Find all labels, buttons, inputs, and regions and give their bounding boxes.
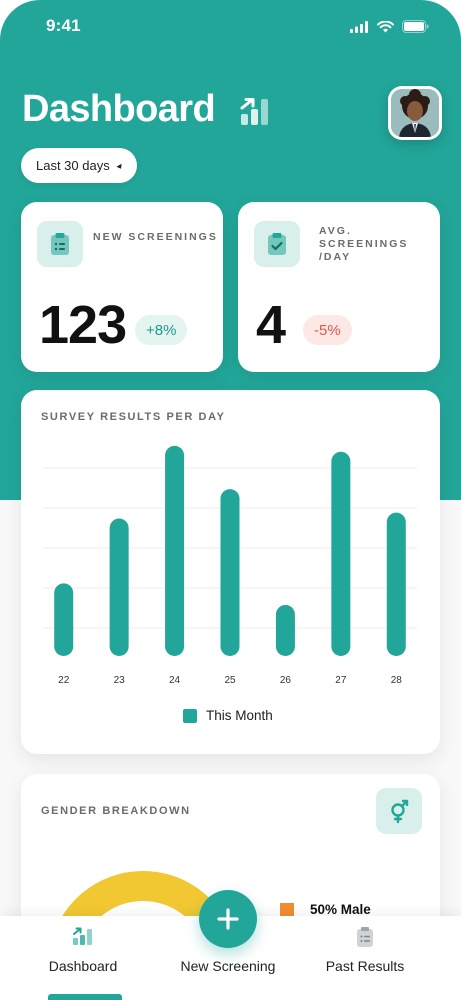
page-title: Dashboard: [22, 88, 216, 130]
status-icons: [350, 20, 429, 33]
survey-results-chart-card: SURVEY RESULTS PER DAY 22 23 24 25 26 27 28 Th…: [21, 390, 440, 754]
stat-change-badge: +8%: [135, 315, 188, 345]
gender-legend: 50% Male: [280, 902, 371, 917]
chart-legend: This Month: [183, 708, 273, 723]
chart-bar[interactable]: [331, 451, 351, 656]
chevron-down-icon: [116, 163, 124, 171]
avatar[interactable]: [388, 86, 442, 140]
signal-icon: [350, 20, 368, 33]
chart-bar[interactable]: [109, 518, 129, 656]
x-tick-label: 25: [224, 675, 236, 686]
chart-title: SURVEY RESULTS PER DAY: [41, 411, 226, 423]
chart-bar[interactable]: [165, 445, 185, 656]
status-time: 9:41: [46, 16, 81, 35]
stat-card-new-screenings[interactable]: New Screenings 123 +8%: [21, 202, 223, 372]
clipboard-list-icon: [51, 233, 69, 255]
chart-bar[interactable]: [220, 489, 240, 656]
active-nav-indicator: [48, 994, 122, 1000]
gender-legend-label: 50% Male: [310, 902, 371, 917]
bar-chart-growth-icon: [240, 98, 268, 125]
new-screening-button[interactable]: [199, 890, 257, 948]
gender-icon-button[interactable]: [376, 788, 422, 834]
stat-label: New Screenings: [93, 231, 218, 243]
nav-item-past-results[interactable]: Past Results: [295, 916, 435, 1000]
x-tick-label: 24: [169, 675, 181, 686]
date-range-select[interactable]: Last 30 days: [21, 148, 137, 183]
nav-label: Past Results: [325, 958, 405, 974]
gender-title: GENDER BREAKDOWN: [41, 805, 191, 817]
x-tick-label: 23: [114, 675, 126, 686]
status-bar: 9:41: [0, 0, 461, 54]
nav-item-new-screening[interactable]: New Screening: [158, 916, 298, 1000]
legend-swatch: [280, 902, 294, 917]
stat-card-avg-screenings[interactable]: Avg. Screenings /Day 4 -5%: [238, 202, 440, 372]
chart-bar[interactable]: [275, 604, 295, 656]
chart-bar[interactable]: [386, 512, 406, 656]
stat-value: 123: [39, 295, 127, 355]
legend-swatch: [183, 708, 197, 723]
plus-icon: [217, 908, 239, 930]
chart-bar[interactable]: [54, 583, 74, 656]
x-tick-label: 28: [391, 675, 403, 686]
dashboard-chart-icon: [73, 927, 92, 945]
stat-icon-container: [37, 221, 83, 267]
stat-change-badge: -5%: [303, 315, 352, 345]
legend-label: This Month: [206, 708, 273, 723]
gender-icon: [391, 799, 409, 824]
date-range-value: Last 30 days: [36, 158, 110, 173]
nav-item-dashboard[interactable]: Dashboard: [13, 916, 153, 1000]
nav-label: New Screening: [180, 958, 276, 974]
clipboard-check-icon: [268, 233, 286, 255]
x-tick-label: 22: [58, 675, 70, 686]
bar-chart: 22 23 24 25 26 27 28: [43, 445, 417, 686]
nav-label: Dashboard: [48, 958, 118, 974]
wifi-icon: [377, 20, 394, 32]
x-tick-label: 27: [335, 675, 347, 686]
x-tick-label: 26: [280, 675, 292, 686]
user-avatar: [391, 89, 439, 137]
stat-value: 4: [256, 295, 286, 355]
clipboard-icon: [357, 927, 373, 947]
stat-icon-container: [254, 221, 300, 267]
battery-icon: [402, 20, 429, 33]
stat-label: Avg. Screenings /Day: [319, 225, 409, 263]
